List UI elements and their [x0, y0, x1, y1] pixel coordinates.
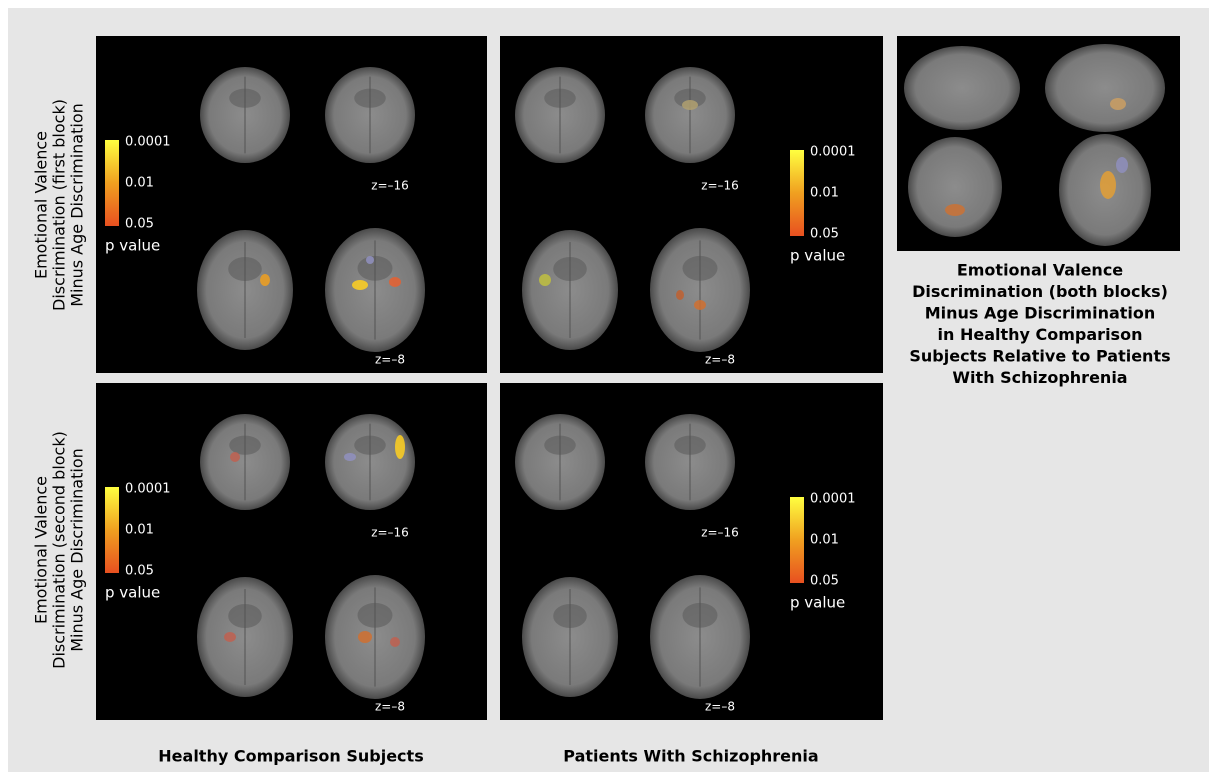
slice-label: z=–16 [371, 526, 409, 540]
colorbar-label: p value [105, 584, 160, 602]
activation [682, 100, 698, 110]
colorbar-tick-label: 0.0001 [125, 482, 171, 497]
slice-label: z=–8 [705, 353, 735, 367]
column-label: Healthy Comparison Subjects [158, 747, 423, 766]
row-label: Discrimination (first block) [50, 99, 69, 311]
colorbar-tick-label: 0.01 [810, 533, 839, 548]
activation [224, 632, 236, 642]
colorbar-tick-label: 0.05 [810, 574, 839, 589]
activation [260, 274, 270, 286]
colorbar-tick-label: 0.0001 [810, 492, 856, 507]
activation [389, 277, 401, 287]
activation [945, 204, 965, 216]
column-label: Patients With Schizophrenia [563, 747, 818, 766]
brain-slice [908, 137, 1002, 237]
row-label: Emotional Valence [32, 131, 51, 279]
row-label: Minus Age Discrimination [68, 448, 87, 652]
colorbar-tick-label: 0.05 [125, 564, 154, 579]
slice-label: z=–8 [375, 700, 405, 714]
colorbar [105, 487, 119, 573]
colorbar-tick-label: 0.05 [125, 217, 154, 232]
colorbar-tick-label: 0.01 [810, 186, 839, 201]
colorbar-tick-label: 0.01 [125, 176, 154, 191]
caption-line: Emotional Valence [957, 261, 1123, 280]
brain-slice [904, 46, 1020, 130]
activation [395, 435, 405, 459]
brain-slice [1045, 44, 1165, 132]
slice-label: z=–16 [371, 179, 409, 193]
caption-line: Minus Age Discrimination [925, 304, 1156, 323]
activation [676, 290, 684, 300]
caption-line: Subjects Relative to Patients [909, 347, 1170, 366]
colorbar [790, 497, 804, 583]
slice-label: z=–16 [701, 179, 739, 193]
activation [390, 637, 400, 647]
image-panel [96, 36, 487, 373]
colorbar [105, 140, 119, 226]
colorbar-tick-label: 0.0001 [810, 145, 856, 160]
slice-label: z=–16 [701, 526, 739, 540]
colorbar-label: p value [790, 247, 845, 265]
colorbar-label: p value [790, 594, 845, 612]
colorbar-tick-label: 0.0001 [125, 135, 171, 150]
activation [1100, 171, 1116, 199]
slice-label: z=–8 [705, 700, 735, 714]
activation [366, 256, 374, 264]
activation [694, 300, 706, 310]
activation [539, 274, 551, 286]
colorbar-tick-label: 0.01 [125, 523, 154, 538]
caption-line: Discrimination (both blocks) [912, 282, 1168, 301]
colorbar [790, 150, 804, 236]
activation [230, 452, 240, 462]
activation [344, 453, 356, 461]
caption-line: With Schizophrenia [952, 368, 1127, 387]
image-panel [96, 383, 487, 720]
colorbar-label: p value [105, 237, 160, 255]
colorbar-tick-label: 0.05 [810, 227, 839, 242]
row-label: Minus Age Discrimination [68, 103, 87, 307]
activation [1116, 157, 1128, 173]
activation [1110, 98, 1126, 110]
row-label: Emotional Valence [32, 476, 51, 624]
row-label: Discrimination (second block) [50, 431, 69, 669]
caption-line: in Healthy Comparison [938, 325, 1143, 344]
activation [352, 280, 368, 290]
slice-label: z=–8 [375, 353, 405, 367]
activation [358, 631, 372, 643]
